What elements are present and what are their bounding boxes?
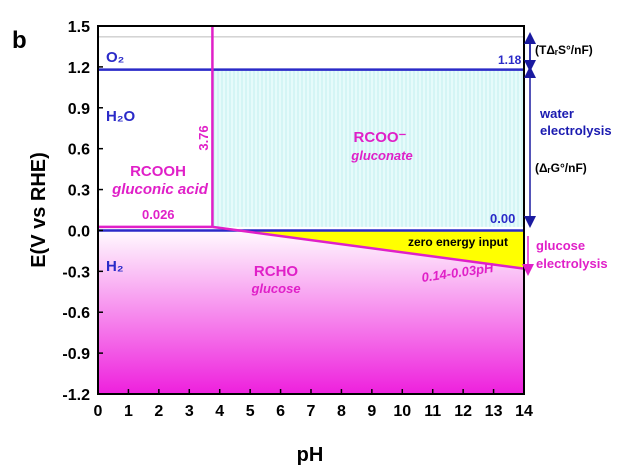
gluconic-acid-label: gluconic acid (111, 181, 209, 198)
rcoo-label: RCOO⁻ (354, 129, 407, 146)
y-axis-ticks: -1.2 -0.9 -0.6 -0.3 0.0 0.3 0.6 0.9 1.2 1.5 (62, 19, 103, 404)
panel-label: b (12, 27, 27, 54)
y-tick-label: 0.9 (68, 101, 90, 118)
y-tick-label: 0.6 (68, 142, 90, 159)
x-tick-label: 8 (337, 403, 346, 420)
water-label-2: electrolysis (540, 123, 612, 138)
tds-label: (TΔᵣS°/nF) (535, 43, 593, 57)
val-118-label: 1.18 (498, 53, 522, 67)
x-axis-ticks: 0 1 2 3 4 5 6 7 8 9 10 11 12 13 14 (94, 389, 533, 420)
rcooh-label: RCOOH (130, 163, 186, 180)
x-tick-label: 11 (424, 403, 441, 420)
y-tick-label: -0.6 (62, 305, 90, 322)
y-tick-label: 0.0 (68, 223, 90, 240)
glucose-label: glucose (250, 281, 300, 296)
val-376-label: 3.76 (196, 125, 211, 150)
x-tick-label: 13 (485, 403, 503, 420)
rcho-label: RCHO (254, 263, 298, 280)
x-tick-label: 9 (367, 403, 376, 420)
zero-energy-label: zero energy input (408, 235, 508, 249)
val-000-label: 0.00 (490, 211, 515, 226)
x-tick-label: 1 (124, 403, 133, 420)
h2-label: H₂ (106, 258, 124, 275)
gluconate-label: gluconate (350, 148, 412, 163)
x-tick-label: 4 (215, 403, 224, 420)
glucose-electrolysis-label-1: glucose (536, 238, 585, 253)
h2o-label: H₂O (106, 108, 135, 125)
x-tick-label: 3 (185, 403, 194, 420)
water-electrolysis-region (212, 69, 524, 227)
x-tick-label: 2 (154, 403, 163, 420)
x-tick-label: 14 (515, 403, 533, 420)
y-tick-label: -0.3 (62, 264, 90, 281)
water-label-1: water (539, 106, 574, 121)
y-tick-label: 1.2 (68, 60, 90, 77)
dg-label: (ΔᵣG°/nF) (535, 161, 587, 175)
glucose-electrolysis-label-2: electrolysis (536, 256, 608, 271)
x-tick-label: 0 (94, 403, 103, 420)
x-tick-label: 7 (307, 403, 316, 420)
y-tick-label: 1.5 (68, 19, 90, 36)
val-0026-label: 0.026 (142, 207, 175, 222)
x-tick-label: 12 (454, 403, 472, 420)
y-tick-label: 0.3 (68, 183, 90, 200)
glucose-region (98, 226, 524, 394)
glucose-slope-line (212, 225, 525, 270)
x-tick-label: 5 (246, 403, 255, 420)
x-tick-label: 10 (393, 403, 411, 420)
x-axis-title: pH (297, 444, 324, 466)
o2-label: O₂ (106, 49, 124, 66)
x-tick-label: 6 (276, 403, 285, 420)
y-tick-label: -1.2 (62, 387, 90, 404)
y-axis-title: E(V vs RHE) (28, 152, 50, 268)
y-tick-label: -0.9 (62, 346, 90, 363)
